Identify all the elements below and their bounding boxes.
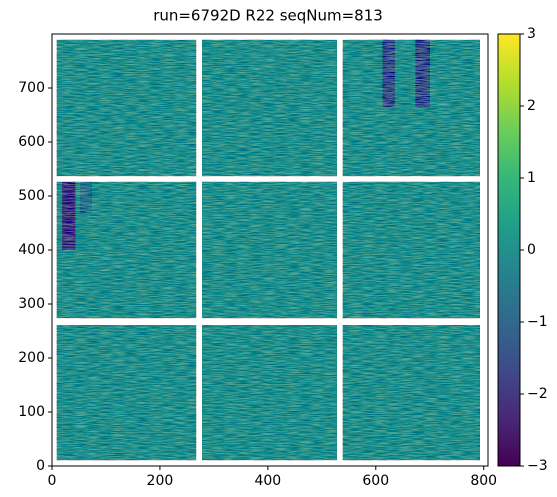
y-tick-label: 600 <box>18 134 45 150</box>
stripe <box>415 39 430 107</box>
x-tick-label: 600 <box>362 473 389 489</box>
y-tick-label: 300 <box>18 296 45 312</box>
colorbar-tick-label: 1 <box>527 170 536 186</box>
tile <box>202 325 337 461</box>
tile <box>202 181 337 319</box>
y-tick-label: 500 <box>18 188 45 204</box>
tile <box>56 325 197 461</box>
x-tick-label: 0 <box>48 473 57 489</box>
tile <box>56 181 197 319</box>
colorbar-tick-label: 3 <box>527 26 536 42</box>
tile <box>56 39 197 177</box>
y-tick-label: 400 <box>18 242 45 258</box>
y-tick-label: 100 <box>18 404 45 420</box>
stripe <box>62 181 76 250</box>
tile <box>202 39 337 177</box>
y-tick-label: 0 <box>36 458 45 474</box>
y-tick-label: 200 <box>18 350 45 366</box>
stripe <box>382 39 395 107</box>
colorbar <box>497 33 521 467</box>
colorbar-tick-label: −3 <box>527 458 548 474</box>
colorbar-tick-label: 0 <box>527 242 536 258</box>
y-tick-label: 700 <box>18 80 45 96</box>
x-tick-label: 400 <box>254 473 281 489</box>
chart-title: run=6792D R22 seqNum=813 <box>153 7 383 25</box>
colorbar-tick-label: −2 <box>527 386 548 402</box>
tile <box>342 181 480 319</box>
x-tick-label: 200 <box>147 473 174 489</box>
tile <box>342 39 480 177</box>
x-tick-label: 800 <box>470 473 497 489</box>
stripe <box>80 181 92 213</box>
colorbar-tick-label: 2 <box>527 98 536 114</box>
colorbar-tick-label: −1 <box>527 314 548 330</box>
tile <box>342 325 480 461</box>
